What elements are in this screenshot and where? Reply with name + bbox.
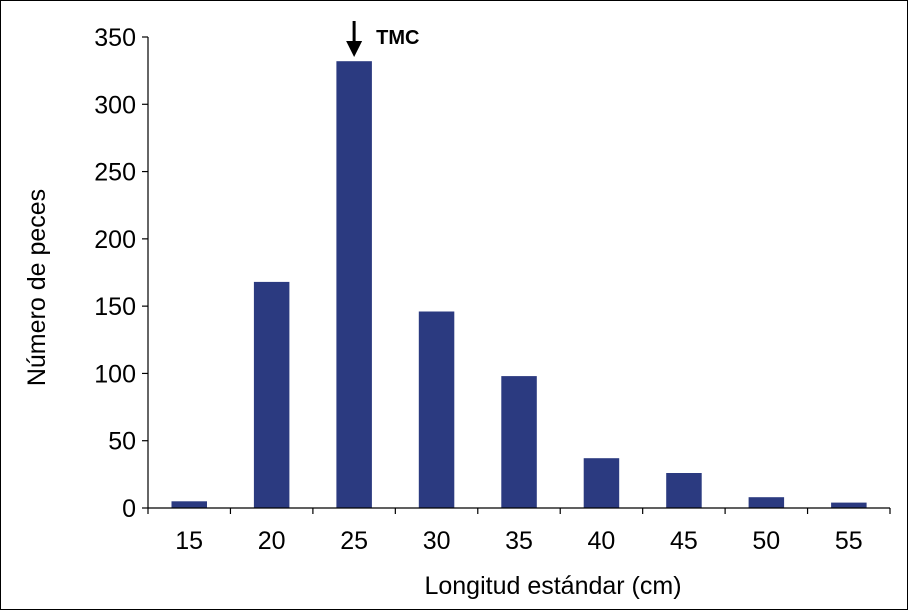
axes-layer <box>147 37 890 509</box>
x-tick-label: 30 <box>423 527 451 555</box>
bar-25 <box>336 61 372 508</box>
y-tick-label: 250 <box>94 159 136 187</box>
x-tick-label: 25 <box>340 527 368 555</box>
bar-35 <box>501 376 537 508</box>
y-tick-label: 50 <box>108 428 136 456</box>
x-axis-title: Longitud estándar (cm) <box>424 572 681 600</box>
y-tick-label: 300 <box>94 91 136 119</box>
bar-40 <box>583 458 620 508</box>
bar-15 <box>171 501 207 508</box>
x-tick-label: 45 <box>670 527 698 555</box>
bar-30 <box>418 311 455 508</box>
x-tick-label: 40 <box>587 527 615 555</box>
tmc-label: TMC <box>376 27 419 49</box>
y-tick-label: 200 <box>94 226 136 254</box>
bar-45 <box>666 473 702 508</box>
y-tick-label: 100 <box>94 360 136 388</box>
y-tick-label: 0 <box>122 495 136 523</box>
x-tick-label: 55 <box>835 527 863 555</box>
arrow-head-icon <box>346 41 363 57</box>
x-tick-label: 50 <box>752 527 780 555</box>
x-tick-label: 20 <box>258 527 286 555</box>
bar-20 <box>253 281 290 508</box>
y-tick-label: 150 <box>94 293 136 321</box>
x-tick-label: 35 <box>505 527 533 555</box>
y-ticks: 0 50 100 150 200 250 300 350 <box>94 24 148 523</box>
y-axis-title: Número de peces <box>23 189 51 386</box>
bars-layer <box>171 61 867 508</box>
bar-55 <box>831 502 867 508</box>
y-tick-label: 350 <box>94 24 136 52</box>
x-tick-label: 15 <box>175 527 203 555</box>
x-ticks: 15 20 25 30 35 40 45 50 55 <box>147 508 891 555</box>
bar-50 <box>748 497 785 508</box>
tmc-annotation: TMC <box>346 21 419 57</box>
